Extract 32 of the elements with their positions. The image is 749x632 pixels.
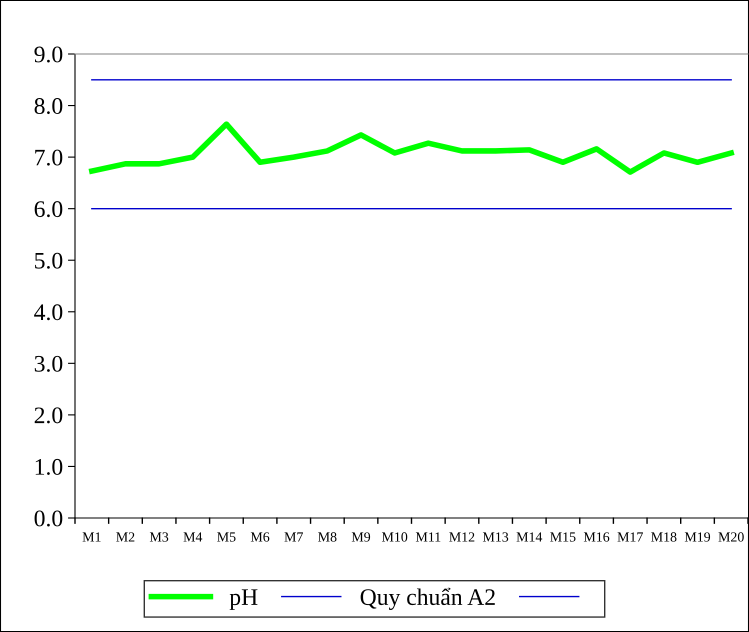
x-tick-label: M3 [150, 532, 168, 542]
y-tick-label: 1.0 [36, 458, 62, 475]
x-tick-label: M6 [250, 532, 270, 542]
x-tick-label: M13 [482, 532, 508, 542]
x-tick-label: M8 [318, 532, 336, 542]
x-tick-label: M18 [651, 532, 676, 542]
y-tick-label: 6.0 [34, 201, 62, 218]
legend-label: pH [230, 589, 258, 610]
x-tick-label: M5 [217, 532, 236, 542]
x-tick-label: M14 [516, 532, 542, 542]
x-tick-label: M20 [718, 532, 744, 542]
y-tick-label: 9.0 [34, 46, 62, 63]
y-tick-label: 7.0 [35, 150, 62, 166]
y-tick-label: 3.0 [34, 356, 62, 372]
x-tick-label: M15 [550, 532, 576, 542]
x-tick-label: M12 [449, 532, 474, 542]
x-tick-label: M2 [116, 532, 134, 542]
y-tick-label: 0.0 [34, 510, 62, 527]
x-tick-label: M4 [184, 532, 202, 542]
x-tick-label: M17 [618, 532, 643, 542]
x-tick-label: M11 [416, 532, 440, 542]
y-tick-label: 8.0 [34, 98, 62, 114]
legend-label: Quy chuẩn A2 [360, 588, 495, 610]
y-tick-label: 2.0 [34, 407, 62, 424]
x-tick-label: M16 [584, 532, 610, 542]
x-tick-label: M9 [352, 532, 370, 542]
x-tick-label: M19 [684, 532, 710, 542]
y-tick-label: 4.0 [34, 304, 62, 320]
x-tick-label: M10 [382, 532, 408, 542]
x-tick-label: M1 [82, 532, 101, 542]
y-tick-label: 5.0 [35, 252, 62, 269]
x-tick-label: M7 [284, 532, 303, 542]
